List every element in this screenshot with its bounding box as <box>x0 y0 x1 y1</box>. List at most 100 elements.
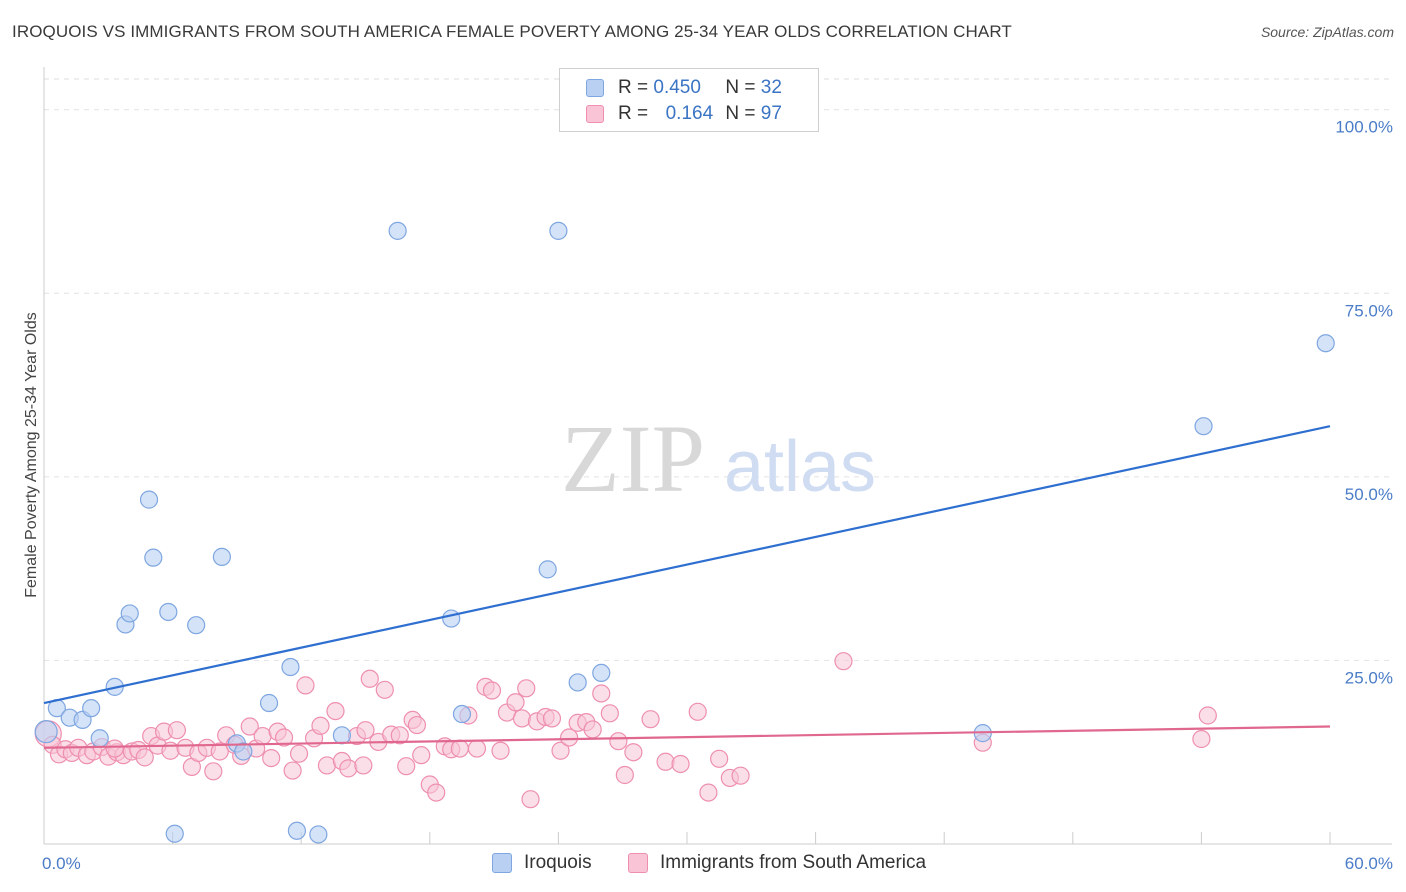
sa-point <box>356 721 375 740</box>
legend: R = 0.450 N = 32 R = 0.164 N = 97 <box>559 68 819 132</box>
iroquois-swatch <box>492 853 512 873</box>
bottom-legend: Iroquois Immigrants from South America <box>0 852 1406 878</box>
iroquois-point <box>165 824 184 843</box>
iroquois-point <box>187 616 206 635</box>
iroquois-point <box>212 547 231 566</box>
iroquois-point <box>442 609 461 628</box>
sa-point <box>274 728 294 747</box>
iroquois-point <box>1194 417 1213 436</box>
x-tick-label: 60.0% <box>1345 854 1393 873</box>
sa-point <box>731 766 750 785</box>
iroquois-point <box>120 604 139 623</box>
sa-point <box>427 783 446 802</box>
iroquois-trend-line <box>43 425 1331 705</box>
sa-point <box>375 680 394 699</box>
legend-n-label: N = <box>725 77 756 98</box>
iroquois-point <box>1316 334 1335 353</box>
sa-point <box>467 739 487 758</box>
chart-title: IROQUOIS VS IMMIGRANTS FROM SOUTH AMERIC… <box>12 22 1012 41</box>
iroquois-point <box>90 729 109 748</box>
sa-point <box>506 693 525 712</box>
legend-row-sa: R = 0.164 N = 97 <box>586 101 782 127</box>
iroquois-point <box>281 657 300 677</box>
sa-point <box>482 681 502 700</box>
tick-labels: 25.0% 50.0% 75.0% 100.0% 0.0% 60.0% <box>42 118 1393 873</box>
iroquois-point <box>259 693 279 713</box>
sa-trend-line <box>43 725 1331 749</box>
sa-point <box>1192 729 1211 749</box>
sa-point <box>624 743 643 762</box>
y-tick-label: 75.0% <box>1345 301 1393 320</box>
iroquois-point <box>549 221 568 240</box>
sa-point <box>326 701 345 721</box>
sa-point <box>105 739 124 758</box>
sa-point <box>656 752 675 771</box>
y-axis-label: Female Poverty Among 25-34 Year Olds <box>23 312 40 598</box>
sa-swatch <box>628 853 648 873</box>
sa-point <box>360 669 379 688</box>
iroquois-point <box>287 821 307 840</box>
sa-swatch <box>586 105 604 123</box>
iroquois-point <box>234 742 253 761</box>
iroquois-swatch <box>586 79 604 97</box>
sa-point <box>583 720 602 739</box>
sa-point <box>317 756 337 775</box>
sa-point <box>615 765 634 785</box>
sa-points <box>34 652 1217 809</box>
sa-point <box>512 709 532 728</box>
sa-point <box>135 748 154 767</box>
sa-point <box>412 746 431 765</box>
y-tick-label: 50.0% <box>1345 485 1393 504</box>
sa-point <box>210 742 229 761</box>
sa-point <box>311 716 330 735</box>
x-tick-label: 0.0% <box>42 854 81 873</box>
sa-point <box>407 715 427 735</box>
iroquois-point <box>592 663 611 683</box>
sa-point <box>354 756 373 775</box>
sa-point <box>600 704 619 723</box>
sa-point <box>289 744 309 763</box>
sa-point <box>397 757 416 776</box>
legend-row-iroquois: R = 0.450 N = 32 <box>586 75 782 101</box>
sa-point <box>671 754 690 774</box>
sa-point <box>710 749 729 768</box>
legend-r-value-iroquois: 0.450 <box>653 77 701 98</box>
sa-point <box>390 726 409 745</box>
sa-point <box>204 762 223 781</box>
bottom-legend-iroquois: Iroquois <box>492 852 592 874</box>
sa-point <box>1198 706 1217 725</box>
iroquois-point <box>388 221 407 240</box>
iroquois-point <box>309 825 328 844</box>
watermark-atlas: atlas <box>724 427 876 507</box>
sa-point <box>641 710 660 729</box>
watermark-zip: ZIP <box>561 405 705 512</box>
trend-lines <box>43 425 1331 749</box>
iroquois-point <box>139 490 159 509</box>
sa-point <box>296 676 315 695</box>
gridlines <box>44 78 1392 661</box>
iroquois-points <box>34 221 1335 844</box>
sa-point <box>699 783 718 802</box>
iroquois-point <box>82 699 101 718</box>
iroquois-point <box>332 726 352 745</box>
sa-point <box>542 709 562 728</box>
bottom-legend-sa-label: Immigrants from South America <box>660 852 927 873</box>
sa-point <box>262 748 281 768</box>
watermark: ZIP atlas <box>561 405 876 512</box>
iroquois-point <box>144 548 163 567</box>
sa-point <box>167 721 186 740</box>
sa-point <box>253 726 272 746</box>
y-tick-label: 100.0% <box>1335 118 1393 137</box>
sa-point <box>609 732 628 751</box>
legend-r-value-sa: 0.164 <box>665 103 714 124</box>
sa-point <box>240 717 259 736</box>
sa-point <box>551 741 570 760</box>
sa-point <box>592 684 611 703</box>
iroquois-point <box>34 720 58 744</box>
bottom-legend-iroquois-label: Iroquois <box>524 852 592 873</box>
sa-point <box>283 761 302 780</box>
iroquois-point <box>538 560 557 579</box>
iroquois-point <box>159 602 178 622</box>
sa-point <box>517 679 536 698</box>
